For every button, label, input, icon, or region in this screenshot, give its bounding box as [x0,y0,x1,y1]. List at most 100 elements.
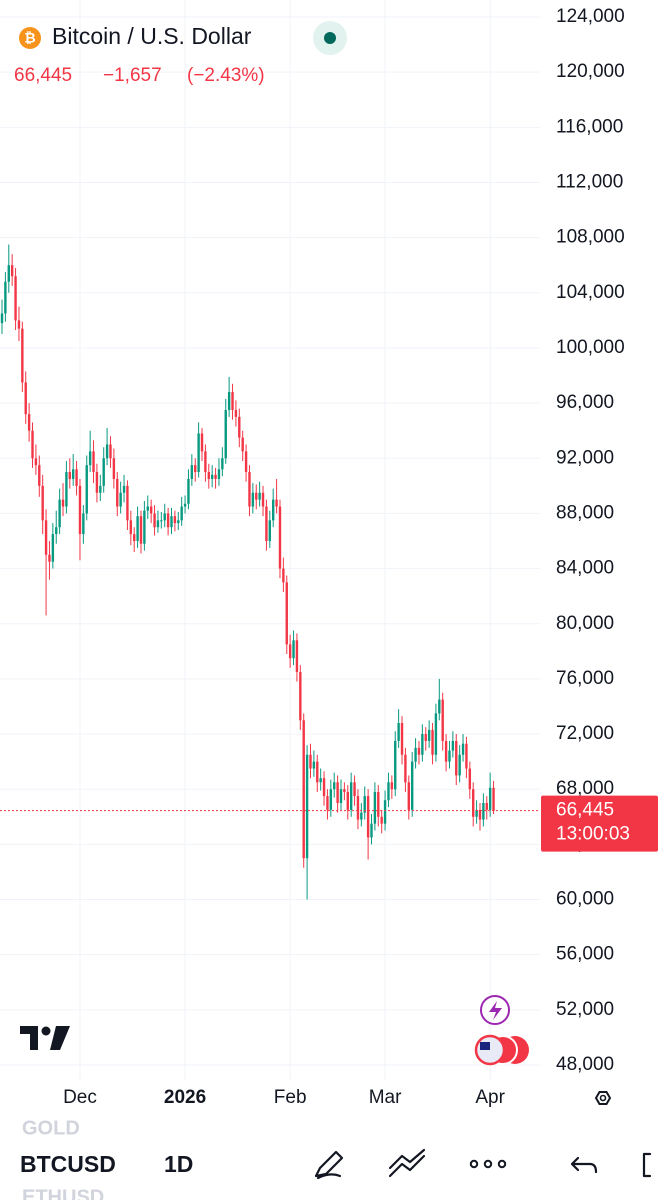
candle-body [31,430,34,459]
y-tick-label: 116,000 [556,116,623,137]
lines-button[interactable] [388,1148,426,1178]
candle-body [431,729,434,755]
grid: 48,00052,00056,00060,00064,00068,00072,0… [0,0,625,1108]
candle-body [170,516,173,528]
y-tick-label: 52,000 [556,999,614,1020]
chart-title: Bitcoin / U.S. Dollar [52,23,252,49]
candle-body [282,568,285,583]
candle-body [187,478,190,504]
candle-body [339,789,343,803]
candle-body [370,823,373,838]
candle-body [75,469,78,486]
candle-body [485,803,488,810]
candle-body [394,740,397,790]
candle-body [183,503,187,507]
y-tick-label: 80,000 [556,613,614,634]
candle-body [197,433,200,473]
candle-body [143,510,146,544]
candle-body [383,800,387,824]
candle-body [465,743,468,769]
candle-body [180,506,183,521]
candle-body [285,582,288,645]
y-tick-label: 84,000 [556,558,614,579]
candle-body [455,740,458,776]
candle-body [336,782,339,803]
candle-body [278,506,282,569]
candle-body [360,812,363,820]
candle-body [329,789,333,810]
candle-body [71,469,75,479]
candle-body [417,747,421,755]
candle-body [363,796,366,813]
candles [0,244,495,900]
candle-body [116,478,119,507]
candle-body [424,734,427,741]
candle-body [190,465,194,479]
price-overlay: 66,445 13:00:03 [0,795,658,852]
y-tick-label: 120,000 [556,61,625,82]
y-tick-label: 112,000 [556,171,623,192]
candle-body [99,485,102,493]
candle-body [17,320,21,329]
candle-body [268,520,272,541]
candle-body [482,803,485,820]
candle-body [319,778,322,783]
candle-body [309,754,312,769]
candle-body [231,392,234,410]
y-tick-label: 96,000 [556,392,614,413]
candle-body [373,791,377,824]
candle-body [0,313,4,324]
tradingview-logo [20,1026,70,1050]
candle-body [251,492,255,507]
y-tick-label: 124,000 [556,6,625,27]
candle-body [295,640,299,672]
symbol-above[interactable]: GOLD [22,1117,80,1139]
candle-body [163,513,166,521]
candle-body [200,433,204,452]
candle-body [194,465,197,473]
candle-body [472,789,475,817]
symbol[interactable]: BTCUSD [20,1151,116,1177]
candle-body [146,506,149,511]
candle-body [92,451,95,473]
event-icons[interactable] [474,995,529,1066]
candle-body [444,740,448,762]
candle-body [160,520,163,522]
market-status-dot [324,32,336,44]
header-change: −1,657 [103,65,162,86]
candle-body [302,720,305,859]
candle-body [241,437,244,452]
interval[interactable]: 1D [164,1151,193,1177]
x-tick-label: Feb [274,1087,307,1108]
candle-body [34,458,38,466]
y-tick-label: 72,000 [556,723,614,744]
candle-body [451,740,455,751]
settings-dot [599,1094,607,1102]
countdown: 13:00:03 [556,824,630,845]
candle-body [129,520,133,535]
more-button[interactable] [469,1159,507,1169]
candle-body [238,416,241,438]
candle-body [61,499,65,507]
candle-body [24,382,27,415]
candle-body [258,492,261,500]
undo-button[interactable] [570,1156,598,1174]
header-price: 66,445 [14,65,72,86]
candle-body [305,754,309,859]
draw-button[interactable] [314,1150,344,1180]
candle-body [346,791,349,810]
symbol-below[interactable]: ETHUSD [22,1186,104,1200]
candle-body [356,796,360,820]
candle-body [397,723,400,741]
candle-body [48,554,51,562]
candle-body [58,499,61,528]
candle-body [400,723,404,755]
candle-body [105,444,109,459]
settings-button[interactable] [594,1091,612,1105]
candle-body [441,699,444,741]
candle-body [109,444,112,459]
candle-body [288,644,292,659]
fullscreen-button[interactable] [642,1152,652,1178]
